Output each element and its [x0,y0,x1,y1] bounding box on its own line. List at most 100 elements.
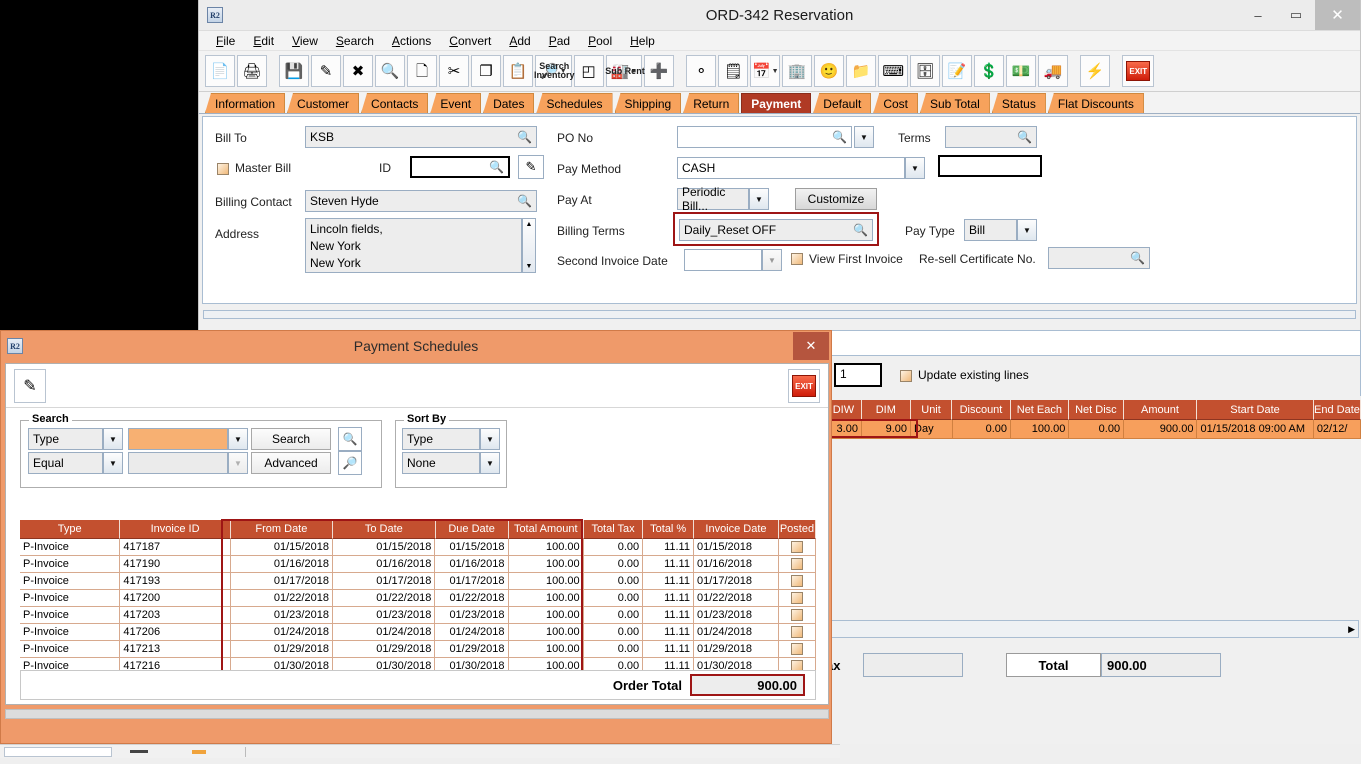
line-cell[interactable]: 0.00 [1069,420,1125,439]
table-cell[interactable]: 01/24/2018 [332,624,436,641]
exit-button[interactable]: EXIT [1122,55,1155,87]
table-cell[interactable]: 417206 [120,624,231,641]
table-cell[interactable] [778,590,816,607]
table-row[interactable]: P-Invoice 417203 01/23/2018 01/23/2018 01/23… [20,607,816,624]
sort-secondary-select[interactable]: None [402,452,480,474]
pay-method-dropdown[interactable]: ▼ [905,157,925,179]
terms-field[interactable]: 🔍 [945,126,1037,148]
table-cell[interactable]: 100.00 [508,556,584,573]
table-cell[interactable] [778,624,816,641]
line-cell[interactable]: 3.00 [826,420,862,439]
smiley-button[interactable]: 🙂 [814,55,845,87]
taskbar-item-3[interactable] [192,750,206,754]
search-value2-dropdown[interactable]: ▼ [228,452,248,474]
taskbar-item-1[interactable] [4,747,112,757]
folder-clock-button[interactable]: 📁 [846,55,877,87]
table-cell[interactable] [778,556,816,573]
sched-col-from-date[interactable]: From Date [230,520,334,539]
table-cell[interactable]: 01/15/2018 [230,539,333,556]
new-document-button[interactable]: 📄 [205,55,235,87]
table-cell[interactable]: 417213 [120,641,231,658]
line-col-discount[interactable]: Discount [952,400,1011,420]
table-cell[interactable]: 01/23/2018 [230,607,333,624]
sched-col-invoice-id[interactable]: Invoice ID [120,520,231,539]
posted-checkbox[interactable] [790,592,803,604]
table-row[interactable]: P-Invoice 417200 01/22/2018 01/22/2018 01/22… [20,590,816,607]
table-cell[interactable]: 01/24/2018 [230,624,333,641]
posted-checkbox[interactable] [790,609,803,621]
edit-pencil-button[interactable]: ✎ [311,55,341,87]
search-icon[interactable]: 🔍 [1017,130,1032,144]
table-cell[interactable]: 11.11 [643,624,694,641]
pay-type-field[interactable]: Bill [964,219,1017,241]
menu-item-edit[interactable]: Edit [253,33,275,48]
table-cell[interactable] [778,539,816,556]
table-cell[interactable] [778,607,816,624]
search-icon[interactable]: 🔍 [832,130,847,144]
table-cell[interactable]: 01/15/2018 [693,539,779,556]
line-items-row[interactable]: 3.00 9.00 Day 0.00 100.00 0.00 900.00 01/15/201… [826,420,1361,439]
warehouse-button[interactable]: 🏢 [782,55,813,87]
posted-checkbox[interactable] [790,626,803,638]
posted-checkbox[interactable] [790,575,803,587]
dialog-edit-button[interactable]: ✎ [14,369,46,403]
taskbar-item-2[interactable] [130,750,148,753]
table-cell[interactable]: 0.00 [583,641,644,658]
table-cell[interactable]: 01/16/2018 [230,556,333,573]
sched-col-total-tax[interactable]: Total Tax [583,520,644,539]
tab-dates[interactable]: Dates [483,93,535,113]
tab-sub-total[interactable]: Sub Total [920,93,990,113]
tab-flat-discounts[interactable]: Flat Discounts [1047,93,1144,113]
posted-checkbox[interactable] [790,541,803,553]
search-icon[interactable]: 🔍 [517,194,532,208]
table-cell[interactable]: 01/23/2018 [693,607,779,624]
tax-field[interactable] [863,653,963,677]
pay-method-field[interactable]: CASH [677,157,905,179]
table-cell[interactable]: 01/22/2018 [332,590,436,607]
maximize-icon[interactable]: ▭ [1289,7,1303,22]
billing-terms-field[interactable]: Daily_Reset OFF 🔍 [679,219,873,241]
table-cell[interactable]: 417187 [120,539,231,556]
menu-item-help[interactable]: Help [630,33,655,48]
table-cell[interactable]: P-Invoice [20,590,121,607]
billing-contact-field[interactable]: Steven Hyde 🔍 [305,190,537,212]
edit-form-button[interactable]: 📝 [942,55,973,87]
table-cell[interactable]: 01/23/2018 [435,607,509,624]
menu-item-file[interactable]: File [216,33,236,48]
table-cell[interactable]: 0.00 [583,590,644,607]
chevron-down-icon[interactable]: ▼ [559,67,567,75]
table-cell[interactable]: 01/24/2018 [693,624,779,641]
table-cell[interactable]: 100.00 [508,641,584,658]
add-plus-button[interactable]: ➕ [644,55,675,87]
table-cell[interactable]: 01/29/2018 [230,641,333,658]
menu-item-pool[interactable]: Pool [588,33,613,48]
advanced-search-button[interactable]: 🔎 [338,451,362,475]
table-cell[interactable]: 01/15/2018 [332,539,436,556]
delete-x-button[interactable]: ✖ [343,55,373,87]
table-cell[interactable]: 01/16/2018 [332,556,436,573]
table-cell[interactable]: 0.00 [583,556,644,573]
po-no-dropdown[interactable]: ▼ [854,126,874,148]
table-cell[interactable]: 01/17/2018 [332,573,436,590]
posted-checkbox[interactable] [790,643,803,655]
table-cell[interactable]: 11.11 [643,590,694,607]
table-cell[interactable]: 01/17/2018 [230,573,333,590]
money-fast-button[interactable]: 💲 [974,55,1005,87]
find-binoculars-button[interactable]: 🔍 [375,55,405,87]
sched-col-type[interactable]: Type [20,520,121,539]
tab-cost[interactable]: Cost [873,93,918,113]
advanced-button[interactable]: Advanced [251,452,331,474]
table-cell[interactable]: 417203 [120,607,231,624]
table-cell[interactable]: P-Invoice [20,624,121,641]
update-existing-lines-checkbox[interactable] [900,370,912,382]
line-cell[interactable]: Day [911,420,953,439]
tab-event[interactable]: Event [430,93,482,113]
table-cell[interactable]: P-Invoice [20,539,121,556]
table-row[interactable]: P-Invoice 417190 01/16/2018 01/16/2018 01/16… [20,556,816,573]
table-row[interactable]: P-Invoice 417187 01/15/2018 01/15/2018 01/15… [20,539,816,556]
sort-secondary-dropdown[interactable]: ▼ [480,452,500,474]
qty-input[interactable]: 1 [834,363,882,387]
table-cell[interactable]: 01/16/2018 [435,556,509,573]
pay-at-dropdown[interactable]: ▼ [749,188,769,210]
table-cell[interactable]: 01/29/2018 [693,641,779,658]
